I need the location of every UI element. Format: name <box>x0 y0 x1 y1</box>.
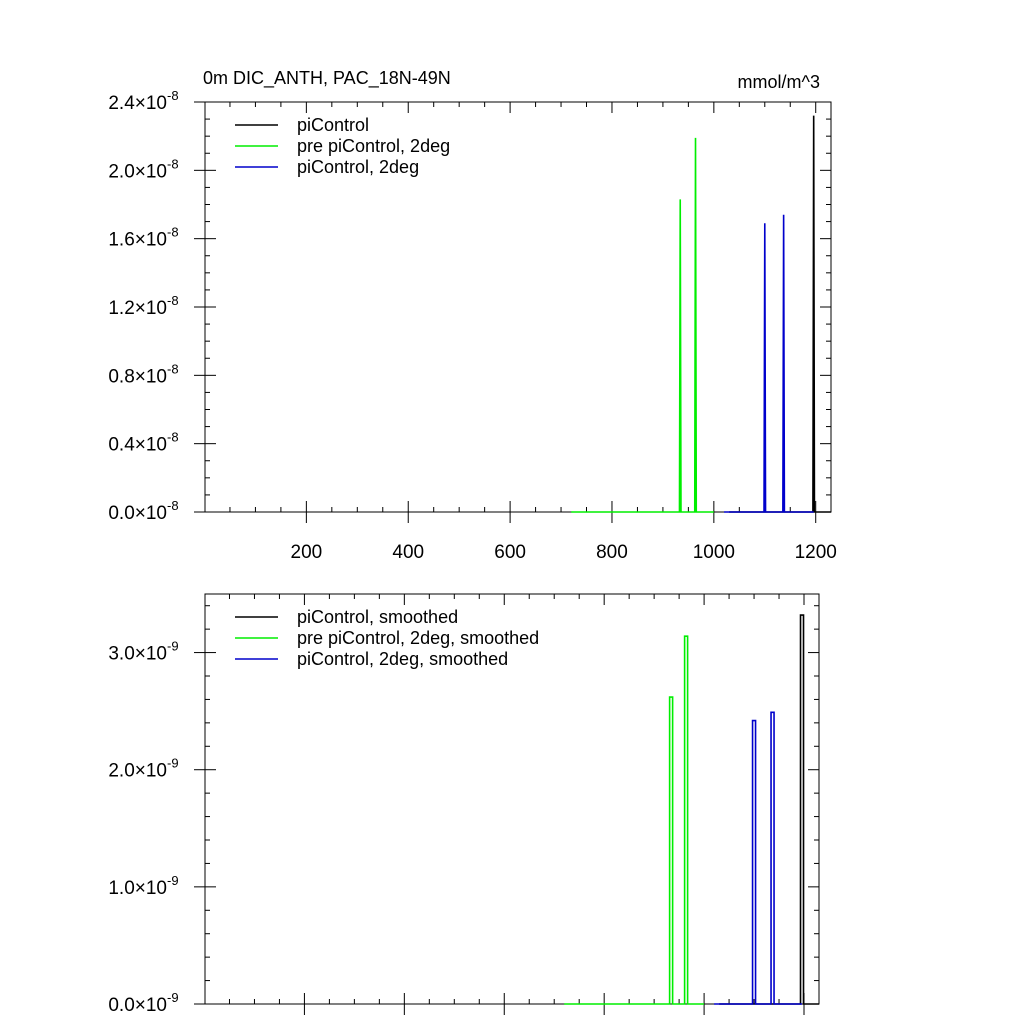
y-tick-label-0-0: 0.0×10 <box>108 503 167 524</box>
y-tick-label-0-6: 2.4×10 <box>108 93 167 114</box>
top-panel: 0m DIC_ANTH, PAC_18N-49N mmol/m^3 200 400… <box>108 68 837 563</box>
bottom-panel: 0.0×10 -91.0×10 -92.0×10 -93.0×10 -9piContro… <box>108 593 820 1016</box>
series-line-1-1 <box>564 635 705 1005</box>
y-tick-exponent-0-5: -8 <box>167 156 179 171</box>
series-line-1-0 <box>719 614 819 1005</box>
legend-label-0-1: pre piControl, 2deg <box>297 136 450 156</box>
y-tick-label-0-3: 1.2×10 <box>108 298 167 319</box>
y-tick-exponent-1-0: -9 <box>167 990 179 1005</box>
y-tick-label-0-2: 0.8×10 <box>108 366 167 387</box>
top-chart-title: 0m DIC_ANTH, PAC_18N-49N <box>203 68 451 89</box>
y-tick-exponent-0-6: -8 <box>167 88 179 103</box>
y-tick-label-1-0: 0.0×10 <box>108 995 167 1016</box>
legend-label-1-1: pre piControl, 2deg, smoothed <box>297 628 539 648</box>
y-tick-exponent-0-3: -8 <box>167 293 179 308</box>
series-line-0-1 <box>571 137 714 513</box>
series-line-1-2 <box>714 711 803 1005</box>
x-tick-label-0-2: 600 <box>494 542 526 563</box>
top-chart-units: mmol/m^3 <box>738 72 820 92</box>
y-tick-exponent-0-0: -8 <box>167 498 179 513</box>
y-tick-label-1-1: 1.0×10 <box>108 878 167 899</box>
y-tick-exponent-1-1: -9 <box>167 873 179 888</box>
plot-frame-1 <box>204 593 820 1005</box>
y-tick-exponent-1-2: -9 <box>167 756 179 771</box>
x-tick-label-0-1: 400 <box>392 542 424 563</box>
y-tick-label-0-5: 2.0×10 <box>108 161 167 182</box>
legend-label-0-2: piControl, 2deg <box>297 157 419 177</box>
y-tick-label-1-2: 2.0×10 <box>108 761 167 782</box>
legend-label-1-0: piControl, smoothed <box>297 607 458 627</box>
y-tick-exponent-0-2: -8 <box>167 361 179 376</box>
y-tick-exponent-1-3: -9 <box>167 639 179 654</box>
y-tick-exponent-0-1: -8 <box>167 430 179 445</box>
series-line-0-2 <box>724 214 814 513</box>
y-tick-label-1-3: 3.0×10 <box>108 644 167 665</box>
series-line-0-0 <box>729 115 831 513</box>
x-tick-label-0-3: 800 <box>596 542 628 563</box>
legend-label-1-2: piControl, 2deg, smoothed <box>297 649 508 669</box>
x-tick-label-0-0: 200 <box>291 542 323 563</box>
y-tick-exponent-0-4: -8 <box>167 225 179 240</box>
legend-label-0-0: piControl <box>297 115 369 135</box>
y-tick-label-0-1: 0.4×10 <box>108 435 167 456</box>
x-tick-label-0-5: 1200 <box>795 542 837 563</box>
x-tick-label-0-4: 1000 <box>693 542 735 563</box>
y-tick-label-0-4: 1.6×10 <box>108 230 167 251</box>
